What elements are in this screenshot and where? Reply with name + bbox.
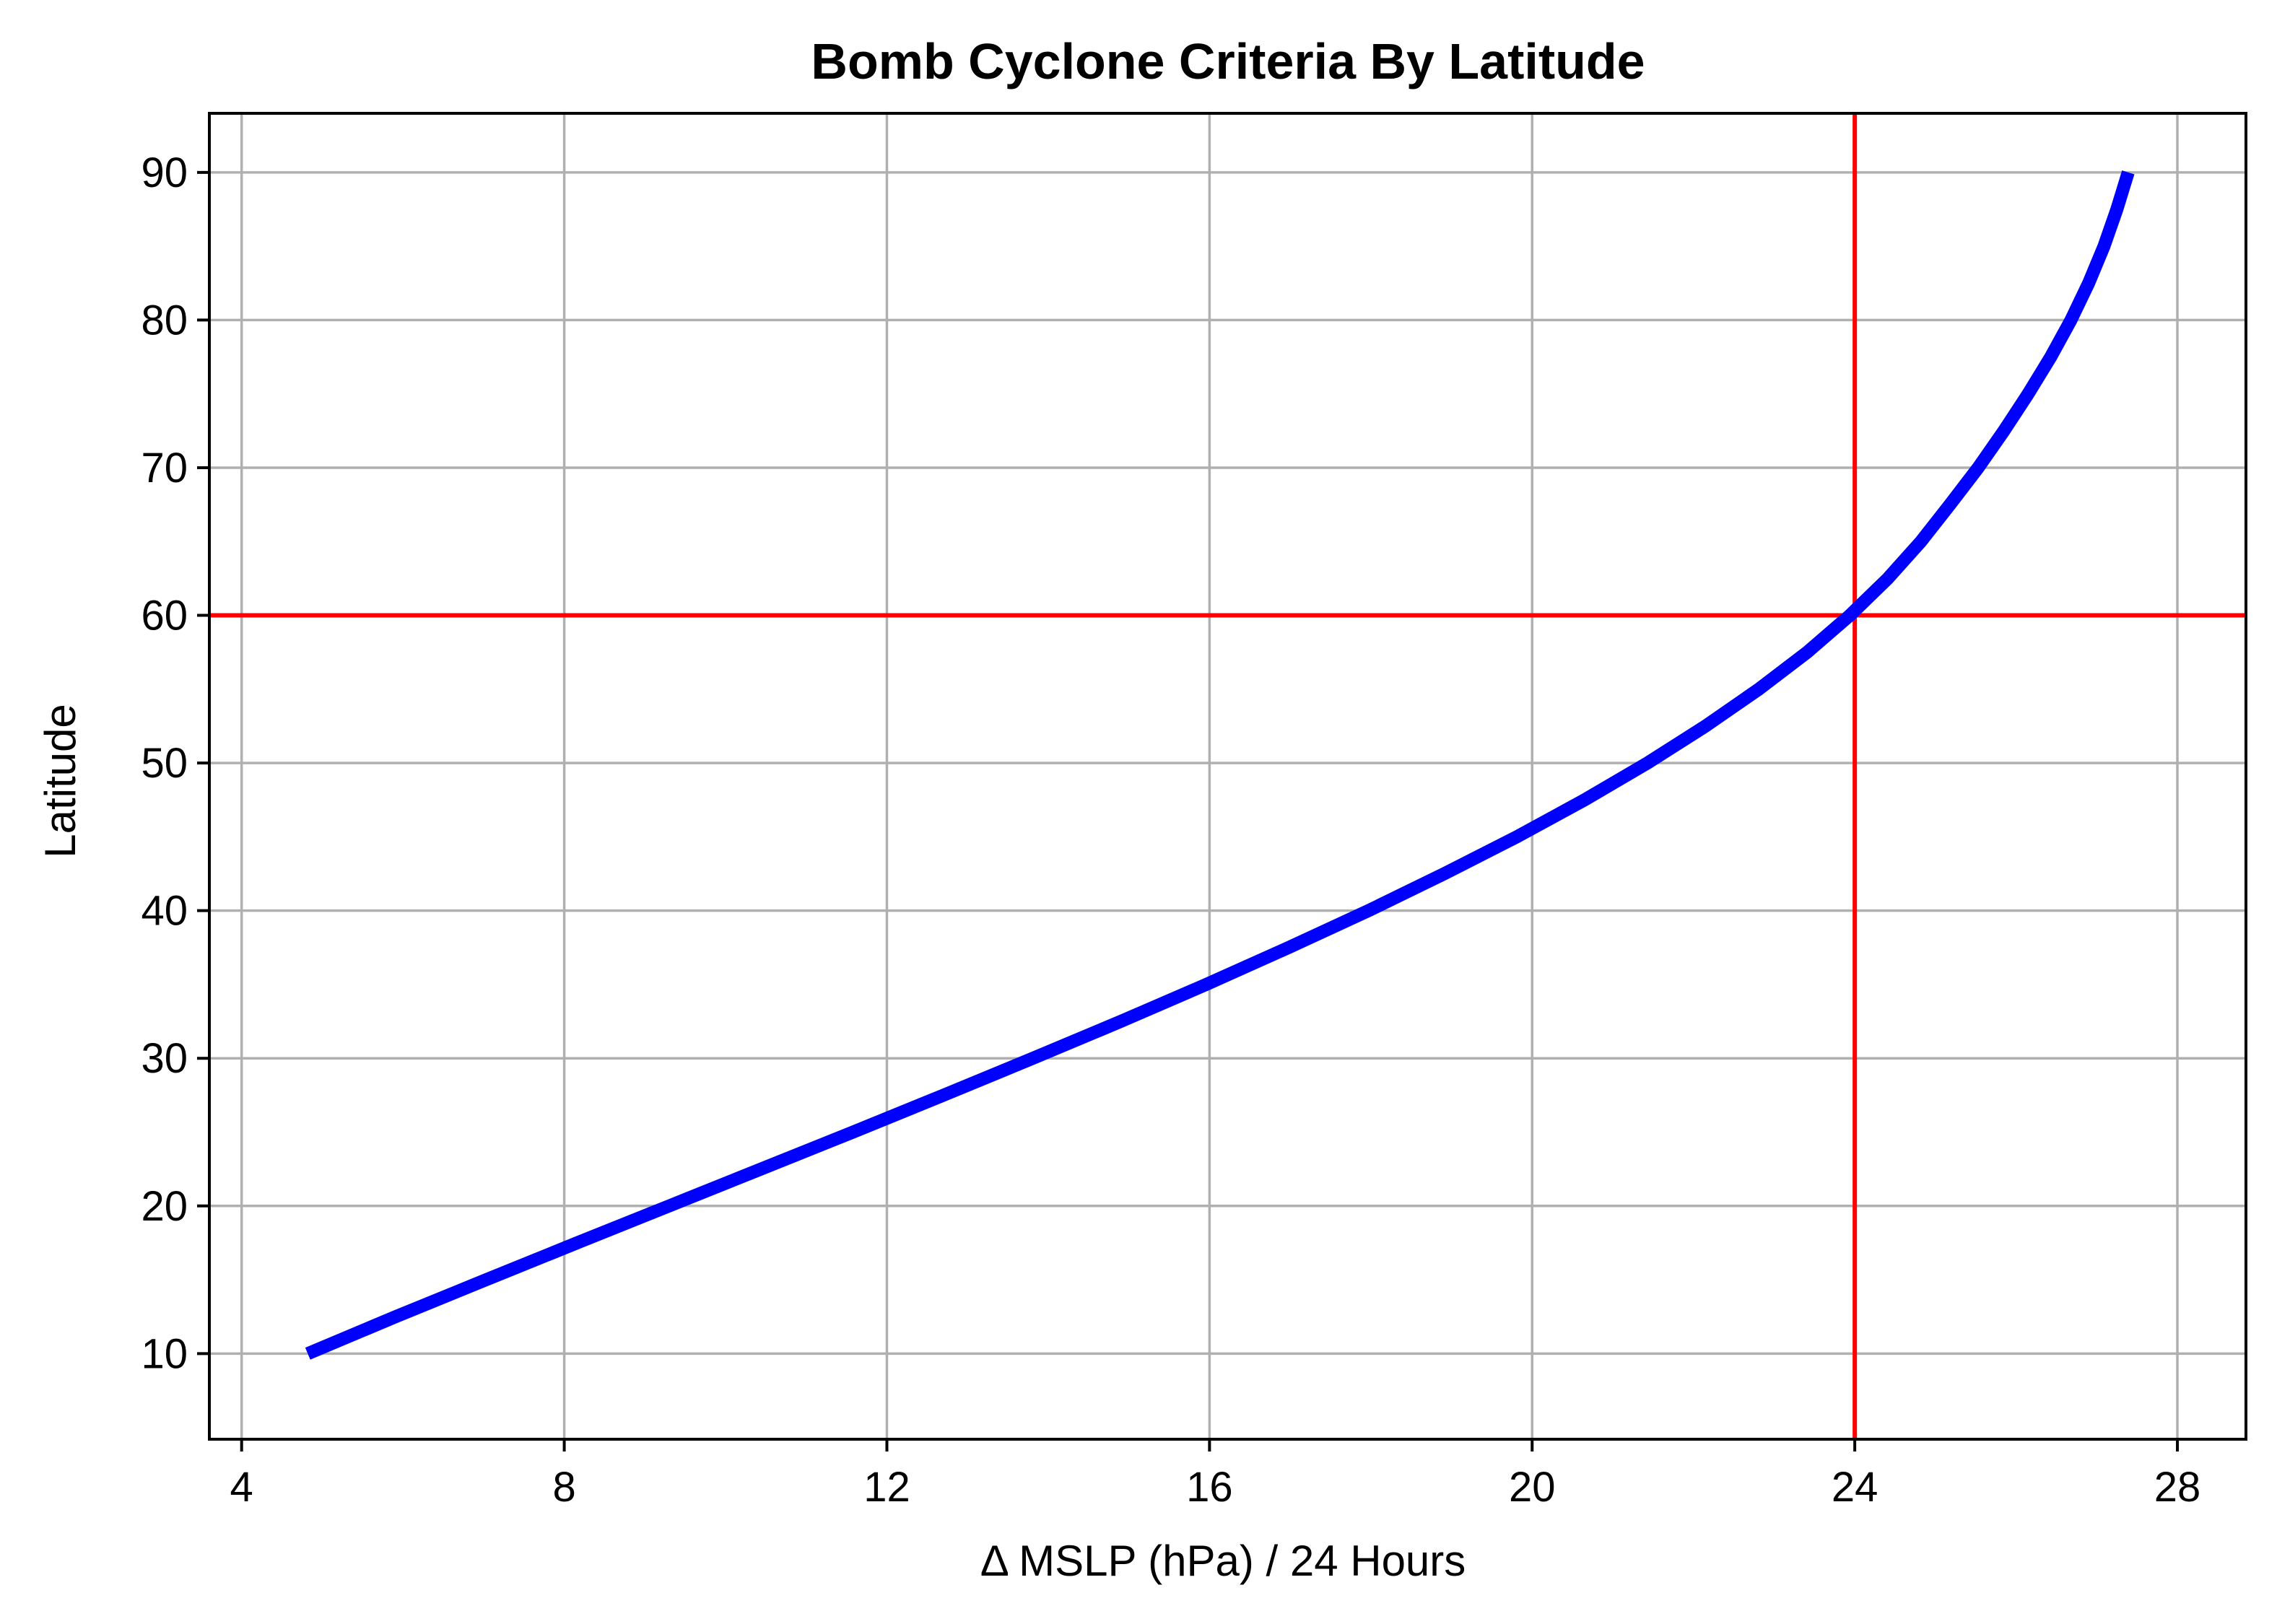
chart-title: Bomb Cyclone Criteria By Latitude xyxy=(811,33,1645,90)
y-tick-label-60: 60 xyxy=(141,593,188,639)
y-tick-label-30: 30 xyxy=(141,1035,188,1082)
y-tick-label-90: 90 xyxy=(141,149,188,196)
y-tick-label-20: 20 xyxy=(141,1183,188,1230)
y-axis: 10 20 30 40 50 60 70 80 90 xyxy=(141,149,209,1377)
x-tick-label-20: 20 xyxy=(1509,1464,1556,1511)
x-axis: 4 8 12 16 20 24 28 xyxy=(230,1439,2201,1511)
plot-frame xyxy=(208,112,2247,1441)
y-tick-label-50: 50 xyxy=(141,740,188,787)
reference-lines xyxy=(209,113,2246,1439)
x-tick-label-24: 24 xyxy=(1832,1464,1878,1511)
x-tick-label-28: 28 xyxy=(2154,1464,2201,1511)
x-tick-label-8: 8 xyxy=(552,1464,575,1511)
x-axis-label: Δ MSLP (hPa) / 24 Hours xyxy=(980,1537,1466,1585)
y-tick-label-10: 10 xyxy=(141,1330,188,1377)
x-tick-label-4: 4 xyxy=(230,1464,253,1511)
x-tick-label-16: 16 xyxy=(1186,1464,1233,1511)
series-layer xyxy=(305,170,2135,1360)
y-tick-label-80: 80 xyxy=(141,297,188,344)
x-tick-label-12: 12 xyxy=(863,1464,910,1511)
y-tick-label-40: 40 xyxy=(141,888,188,935)
y-tick-label-70: 70 xyxy=(141,445,188,492)
series-line-0 xyxy=(305,170,2135,1360)
y-axis-label: Latitude xyxy=(36,704,84,858)
